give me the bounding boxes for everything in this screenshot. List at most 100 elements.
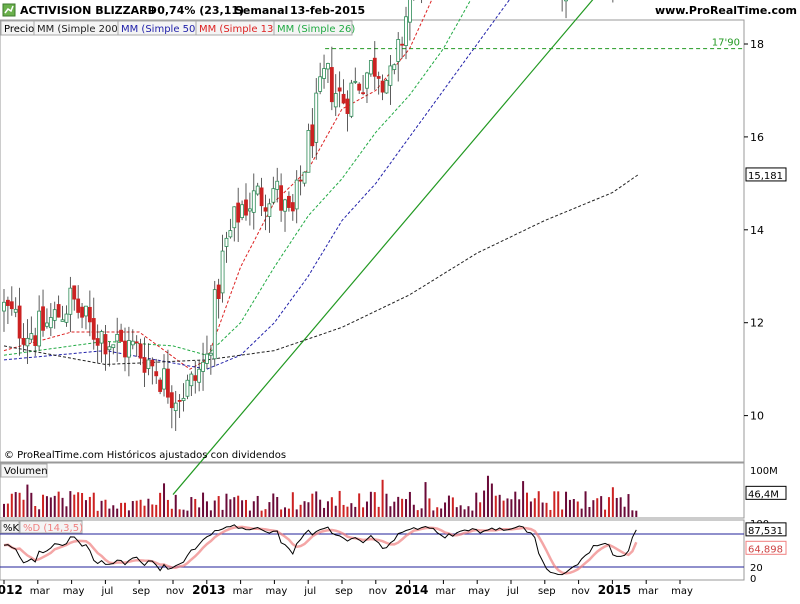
candle bbox=[326, 63, 330, 70]
volume-bar bbox=[377, 506, 380, 517]
candle bbox=[25, 337, 30, 347]
y-tick-label: 12 bbox=[750, 317, 764, 330]
volume-bar bbox=[10, 493, 13, 517]
candle bbox=[314, 92, 319, 143]
legend-ma13: MM (Simple 13) bbox=[199, 24, 277, 35]
volume-bar bbox=[459, 505, 462, 517]
volume-bar bbox=[65, 506, 68, 517]
volume-bar bbox=[408, 491, 411, 517]
volume-bar bbox=[346, 506, 349, 517]
volume-bar bbox=[498, 494, 501, 517]
candle bbox=[60, 319, 65, 322]
volume-bar bbox=[494, 495, 497, 517]
x-tick-label: may bbox=[63, 586, 85, 597]
volume-bar bbox=[506, 498, 509, 517]
candle bbox=[33, 335, 38, 346]
volume-bar bbox=[291, 492, 294, 517]
volume-bar bbox=[401, 498, 404, 517]
candle bbox=[372, 57, 377, 77]
volume-bar bbox=[568, 499, 571, 517]
candle bbox=[126, 340, 131, 358]
candle bbox=[322, 68, 326, 79]
volume-bar bbox=[330, 497, 333, 517]
legend-ma26-tab[interactable] bbox=[273, 20, 353, 36]
volume-bar bbox=[34, 506, 37, 517]
candle bbox=[166, 368, 170, 398]
x-tick-label: may bbox=[671, 586, 693, 597]
volume-bar bbox=[112, 505, 115, 517]
chart-title: ACTIVISION BLIZZARD bbox=[20, 4, 157, 17]
moving-average-ma200 bbox=[3, 174, 639, 366]
candle bbox=[208, 352, 213, 356]
volume-bar bbox=[147, 498, 150, 517]
volume-bar bbox=[256, 495, 259, 517]
chart-date: 13-feb-2015 bbox=[290, 4, 365, 17]
volume-bar bbox=[381, 479, 384, 517]
volume-bar bbox=[276, 496, 279, 517]
volume-bar bbox=[205, 501, 208, 517]
volume-bar bbox=[57, 491, 60, 517]
candle bbox=[201, 361, 205, 372]
volume-bar bbox=[424, 482, 427, 517]
volume-bar bbox=[92, 492, 95, 517]
legend-ma50: MM (Simple 50) bbox=[121, 24, 199, 35]
x-tick-label: mar bbox=[30, 586, 51, 597]
candle bbox=[376, 76, 381, 79]
candle bbox=[271, 188, 276, 203]
volume-bar bbox=[451, 497, 454, 517]
volume-bar bbox=[518, 499, 521, 517]
volume-bar bbox=[202, 492, 205, 517]
x-tick-label: 2014 bbox=[395, 583, 428, 597]
x-tick-label: sep bbox=[538, 586, 556, 597]
volume-bar bbox=[420, 508, 423, 517]
volume-bar bbox=[557, 491, 560, 517]
candle bbox=[267, 203, 272, 217]
candle bbox=[87, 306, 92, 323]
volume-bar bbox=[619, 497, 622, 517]
candle bbox=[162, 368, 166, 390]
candle bbox=[404, 16, 408, 46]
candle bbox=[146, 359, 151, 369]
volume-bar bbox=[397, 496, 400, 517]
stochastic-panel bbox=[0, 519, 745, 581]
volume-bar bbox=[61, 497, 64, 517]
candle bbox=[212, 289, 217, 360]
volume-bar bbox=[428, 498, 431, 517]
candle bbox=[224, 237, 229, 247]
volume-bar bbox=[447, 495, 450, 517]
volume-bar bbox=[600, 496, 603, 517]
volume-bar bbox=[127, 510, 130, 517]
candle bbox=[119, 329, 123, 342]
candle bbox=[361, 92, 365, 95]
x-tick-label: may bbox=[266, 586, 288, 597]
app-icon bbox=[2, 3, 16, 17]
volume-bar bbox=[120, 502, 123, 517]
volume-bar bbox=[18, 492, 21, 517]
candle bbox=[2, 301, 6, 312]
volume-bar bbox=[14, 492, 17, 517]
candle bbox=[247, 208, 252, 212]
candle bbox=[17, 305, 22, 339]
volume-bar bbox=[284, 507, 287, 517]
candle bbox=[392, 64, 397, 70]
volume-bar bbox=[131, 501, 134, 517]
volume-bar bbox=[213, 500, 216, 517]
candle bbox=[283, 199, 287, 212]
candle bbox=[134, 341, 139, 344]
volume-bar bbox=[522, 481, 525, 517]
volume-bar bbox=[358, 493, 361, 517]
volume-bar bbox=[248, 510, 251, 517]
volume-bar bbox=[96, 510, 99, 517]
volume-bar bbox=[541, 502, 544, 517]
volume-bar bbox=[225, 493, 228, 517]
volume-bar bbox=[615, 497, 618, 517]
volume-bar bbox=[77, 492, 80, 517]
price-label-box bbox=[745, 167, 787, 182]
volume-bar bbox=[264, 509, 267, 517]
volume-last-label: 46,4M bbox=[748, 489, 779, 500]
volume-bar bbox=[319, 499, 322, 517]
volume-bar bbox=[6, 503, 9, 517]
candle bbox=[107, 346, 112, 351]
